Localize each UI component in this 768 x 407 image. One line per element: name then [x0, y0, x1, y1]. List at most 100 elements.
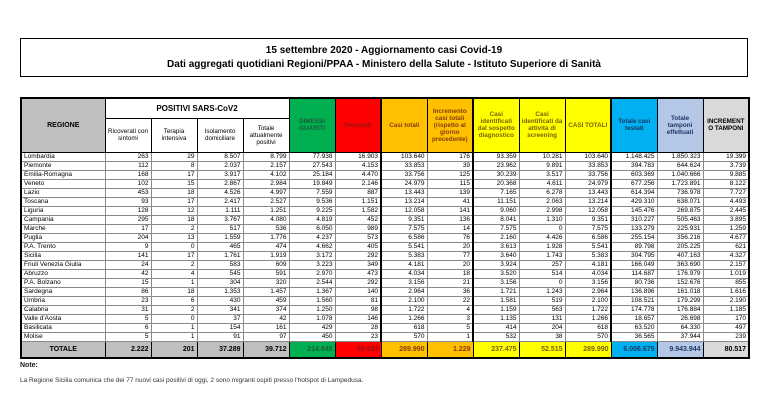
value-cell: 18.657 [610, 313, 658, 324]
value-cell: 30.239 [472, 169, 520, 180]
value-cell: 453 [104, 187, 152, 198]
value-cell: 9.891 [518, 160, 566, 171]
value-cell: 4.426 [518, 232, 566, 243]
value-cell: 33.756 [564, 169, 612, 180]
value-cell: 1.850.323 [656, 151, 704, 162]
value-cell: 257 [518, 259, 566, 270]
value-cell: 204 [104, 232, 152, 243]
value-cell: 166.049 [610, 259, 658, 270]
total-value-cell: 35.633 [334, 340, 382, 358]
value-cell: 2.964 [380, 286, 428, 297]
value-cell: 9.351 [564, 214, 612, 225]
value-cell: 98 [334, 304, 382, 315]
value-cell: 497 [702, 322, 750, 333]
value-cell: 133.279 [610, 223, 658, 234]
table-row: Friuli Venezia Giulia 24 2 583 609 3.223 349 4.… [20, 259, 750, 270]
value-cell: 1.259 [702, 223, 750, 234]
column-header-terapia-intensiva: Terapia intensiva [150, 117, 198, 153]
column-header-dimessi-guariti: DIMESSI GUARITI [288, 97, 336, 153]
value-cell: 2.037 [196, 160, 244, 171]
value-cell: 505.463 [656, 214, 704, 225]
value-cell: 9.885 [702, 169, 750, 180]
value-cell: 9 [104, 241, 152, 252]
value-cell: 4.181 [380, 259, 428, 270]
column-header-totale-attualmente-positivi: Totale attualmente positivi [242, 117, 290, 153]
value-cell: 103.640 [564, 151, 612, 162]
value-cell: 12.058 [564, 205, 612, 216]
region-cell: Veneto [20, 178, 106, 189]
value-cell: 989 [334, 223, 382, 234]
value-cell: 176 [426, 151, 474, 162]
value-cell: 1.353 [196, 286, 244, 297]
total-value-cell: 214.645 [288, 340, 336, 358]
value-cell: 9.536 [288, 196, 336, 207]
value-cell: 3.172 [288, 250, 336, 261]
total-value-cell: 289.990 [380, 340, 428, 358]
table-row: P.A. Trento 9 0 465 474 4.662 405 5.541 20 3.613 1… [20, 241, 750, 252]
report-title-line2: Dati aggregati quotidiani Regioni/PPAA -… [167, 59, 601, 71]
value-cell: 7.575 [564, 223, 612, 234]
column-header-totale-casi-testati: Totale casi testati [610, 97, 658, 153]
value-cell: 174.778 [610, 304, 658, 315]
value-cell: 519 [518, 295, 566, 306]
value-cell: 17 [104, 223, 152, 234]
value-cell: 15 [150, 178, 198, 189]
value-cell: 9.225 [288, 205, 336, 216]
value-cell: 1.148.425 [610, 151, 658, 162]
value-cell: 407.163 [656, 250, 704, 261]
covid-table: REGIONE POSITIVI SARS-CoV2 DIMESSI GUARI… [20, 97, 751, 359]
table-row: Lazio 453 18 4.526 4.997 7.559 887 13.443 139 7.1… [20, 187, 750, 198]
region-cell: Toscana [20, 196, 106, 207]
value-cell: 514 [518, 268, 566, 279]
value-cell: 1.722 [380, 304, 428, 315]
value-cell: 115 [426, 178, 474, 189]
value-cell: 4 [426, 304, 474, 315]
value-cell: 3 [426, 313, 474, 324]
value-cell: 7.575 [380, 223, 428, 234]
table-row: Puglia 204 13 1.559 1.776 4.237 573 6.586 76 2.16… [20, 232, 750, 243]
value-cell: 517 [196, 223, 244, 234]
value-cell: 2.146 [334, 178, 382, 189]
column-group-positivi-sars-cov2: POSITIVI SARS-CoV2 [104, 97, 290, 119]
value-cell: 42 [242, 313, 290, 324]
value-cell: 91 [196, 331, 244, 342]
value-cell: 176.884 [656, 304, 704, 315]
value-cell: 1.251 [242, 205, 290, 216]
region-cell: Abruzzo [20, 268, 106, 279]
region-cell: Lazio [20, 187, 106, 198]
value-cell: 4 [150, 268, 198, 279]
note-text: La Regione Sicilia comunica che dei 77 n… [20, 377, 364, 384]
total-value-cell: 289.990 [564, 340, 612, 358]
value-cell: 855 [702, 277, 750, 288]
table-row: Basilicata 6 1 154 161 429 28 618 5 414 204 618 63.5… [20, 322, 750, 333]
value-cell: 1.111 [196, 205, 244, 216]
column-header-casi-sospetto-diagnostico: Casi identificati dal sospetto diagnosti… [472, 97, 520, 153]
value-cell: 81 [334, 295, 382, 306]
column-header-incremento-tamponi: INCREMENTO TAMPONI [702, 97, 750, 153]
value-cell: 570 [380, 331, 428, 342]
value-cell: 161 [242, 322, 290, 333]
region-cell: Friuli Venezia Giulia [20, 259, 106, 270]
value-cell: 2 [150, 259, 198, 270]
value-cell: 474 [242, 241, 290, 252]
value-cell: 573 [334, 232, 382, 243]
table-row: Sardegna 86 18 1.353 1.457 1.367 140 2.964 36 1.7… [20, 286, 750, 297]
value-cell: 1 [150, 322, 198, 333]
value-cell: 1.582 [334, 205, 382, 216]
value-cell: 3.520 [472, 268, 520, 279]
value-cell: 341 [196, 304, 244, 315]
value-cell: 1.185 [702, 304, 750, 315]
total-value-cell: 1.229 [426, 340, 474, 358]
region-cell: Liguria [20, 205, 106, 216]
value-cell: 24 [104, 259, 152, 270]
value-cell: 1.159 [472, 304, 520, 315]
value-cell: 136.896 [610, 286, 658, 297]
value-cell: 320 [242, 277, 290, 288]
value-cell: 225.931 [656, 223, 704, 234]
column-header-isolamento-domiciliare: Isolamento domiciliare [196, 117, 244, 153]
value-cell: 19.849 [288, 178, 336, 189]
value-cell: 4.526 [196, 187, 244, 198]
value-cell: 24.979 [380, 178, 428, 189]
value-cell: 1.743 [518, 250, 566, 261]
value-cell: 1.019 [702, 268, 750, 279]
